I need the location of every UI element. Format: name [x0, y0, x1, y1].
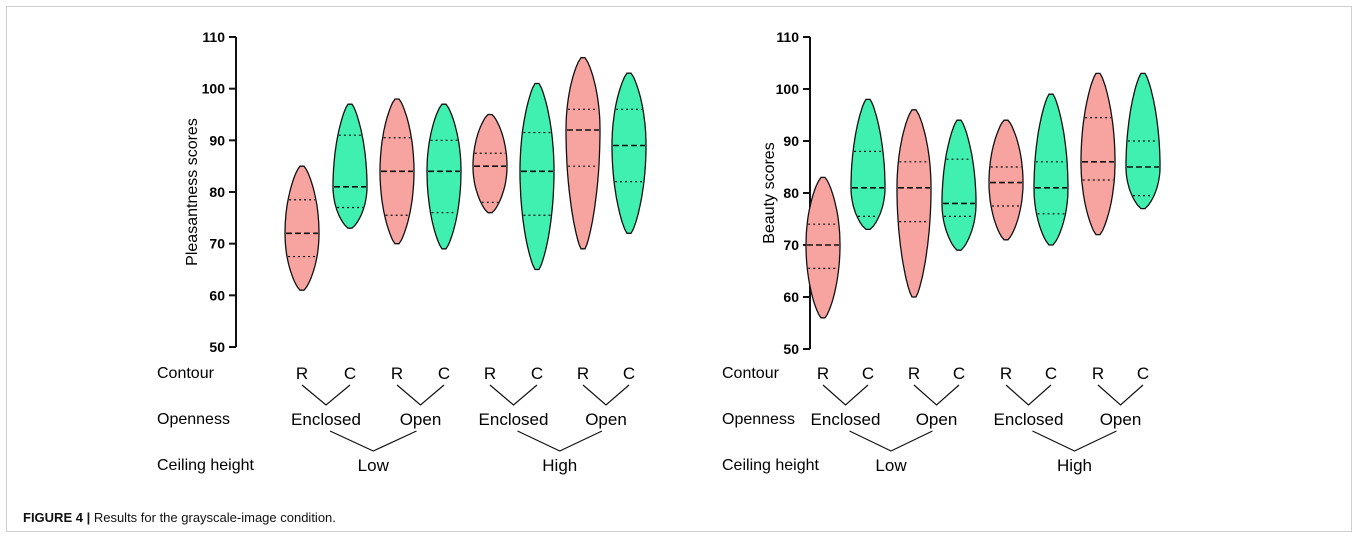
contour-label: R: [296, 364, 308, 383]
contour-bracket: [489, 384, 538, 406]
violin-2: [850, 98, 886, 231]
contour-bracket: [1005, 384, 1052, 406]
y-tick-label: 110: [202, 29, 225, 45]
y-tick-label: 100: [202, 81, 226, 97]
figure-caption: FIGURE 4 | Results for the grayscale-ima…: [23, 510, 336, 525]
y-tick-label: 70: [209, 236, 225, 252]
pleasantness-chart-panel: 50 60 70 80 90 100 110 Pleasantness scores Conto…: [7, 7, 677, 502]
ceiling-label: Low: [875, 456, 907, 475]
contour-label: C: [953, 364, 965, 383]
violin-5: [988, 119, 1024, 241]
violin-6: [1033, 93, 1069, 246]
y-tick-label: 110: [776, 29, 799, 45]
contour-label: R: [391, 364, 403, 383]
openness-label: Enclosed: [994, 410, 1064, 429]
y-tick-label: 80: [783, 185, 799, 201]
y-tick-label: 80: [209, 184, 225, 200]
y-tick-label: 60: [209, 287, 225, 303]
ceiling-label: High: [542, 456, 577, 475]
pleasantness-violin-chart: 50 60 70 80 90 100 110 Pleasantness scores Conto…: [157, 29, 647, 475]
violin-4: [941, 119, 977, 251]
contour-label: R: [1000, 364, 1012, 383]
violin-3: [896, 109, 932, 298]
y-tick-label: 70: [783, 237, 799, 253]
row-label-3: Ceiling height: [722, 457, 820, 474]
figure-frame: 50 60 70 80 90 100 110 Pleasantness scores Conto…: [6, 6, 1352, 532]
openness-label: Enclosed: [291, 410, 361, 429]
violin-3: [379, 98, 415, 245]
row-label-2: Openness: [722, 411, 795, 428]
figure-caption-text: Results for the grayscale-image conditio…: [93, 510, 336, 525]
contour-label: C: [438, 364, 450, 383]
contour-label: C: [623, 364, 635, 383]
violin-5: [472, 113, 508, 214]
ceiling-label: Low: [358, 456, 390, 475]
contour-label: R: [817, 364, 829, 383]
contour-bracket: [822, 384, 869, 406]
y-tick-label: 90: [209, 132, 225, 148]
contour-label: C: [344, 364, 356, 383]
contour-label: C: [862, 364, 874, 383]
openness-label: Enclosed: [811, 410, 881, 429]
openness-label: Open: [400, 410, 442, 429]
y-tick-label: 60: [783, 289, 799, 305]
contour-label: R: [577, 364, 589, 383]
violin-4: [426, 103, 462, 250]
contour-label: R: [484, 364, 496, 383]
openness-label: Open: [1100, 410, 1142, 429]
contour-label: C: [1045, 364, 1057, 383]
openness-label: Open: [916, 410, 958, 429]
violin-1: [805, 176, 841, 319]
openness-bracket: [329, 430, 417, 452]
violin-2: [332, 103, 368, 229]
contour-bracket: [913, 384, 960, 406]
contour-label: R: [1092, 364, 1104, 383]
row-label-1: Contour: [157, 365, 215, 382]
openness-label: Open: [585, 410, 627, 429]
violin-7: [1080, 72, 1116, 236]
contour-bracket: [301, 384, 351, 406]
y-tick-label: 50: [783, 341, 799, 357]
ceiling-label: High: [1057, 456, 1092, 475]
openness-bracket: [849, 430, 933, 452]
y-tick-label: 50: [209, 339, 225, 355]
contour-label: R: [908, 364, 920, 383]
beauty-violin-chart: 50 60 70 80 90 100 110 Beauty scores Contour Open…: [722, 29, 1161, 475]
violin-1: [284, 165, 320, 291]
violin-6: [519, 82, 555, 271]
y-axis-label: Pleasantness scores: [184, 118, 201, 266]
y-tick-label: 90: [783, 133, 799, 149]
y-tick-label: 100: [776, 81, 800, 97]
violin-8: [611, 72, 647, 234]
contour-label: C: [1137, 364, 1149, 383]
violin-7: [565, 57, 601, 250]
contour-bracket: [582, 384, 630, 406]
contour-label: C: [531, 364, 543, 383]
figure-caption-label: FIGURE 4 |: [23, 510, 91, 525]
contour-bracket: [1097, 384, 1144, 406]
contour-bracket: [396, 384, 445, 406]
openness-bracket: [517, 430, 603, 452]
openness-bracket: [1032, 430, 1117, 452]
row-label-3: Ceiling height: [157, 457, 255, 474]
row-label-2: Openness: [157, 411, 230, 428]
row-label-1: Contour: [722, 365, 780, 382]
beauty-chart-panel: 50 60 70 80 90 100 110 Beauty scores Contour Open…: [687, 7, 1347, 502]
openness-label: Enclosed: [479, 410, 549, 429]
y-axis-label: Beauty scores: [761, 142, 778, 243]
